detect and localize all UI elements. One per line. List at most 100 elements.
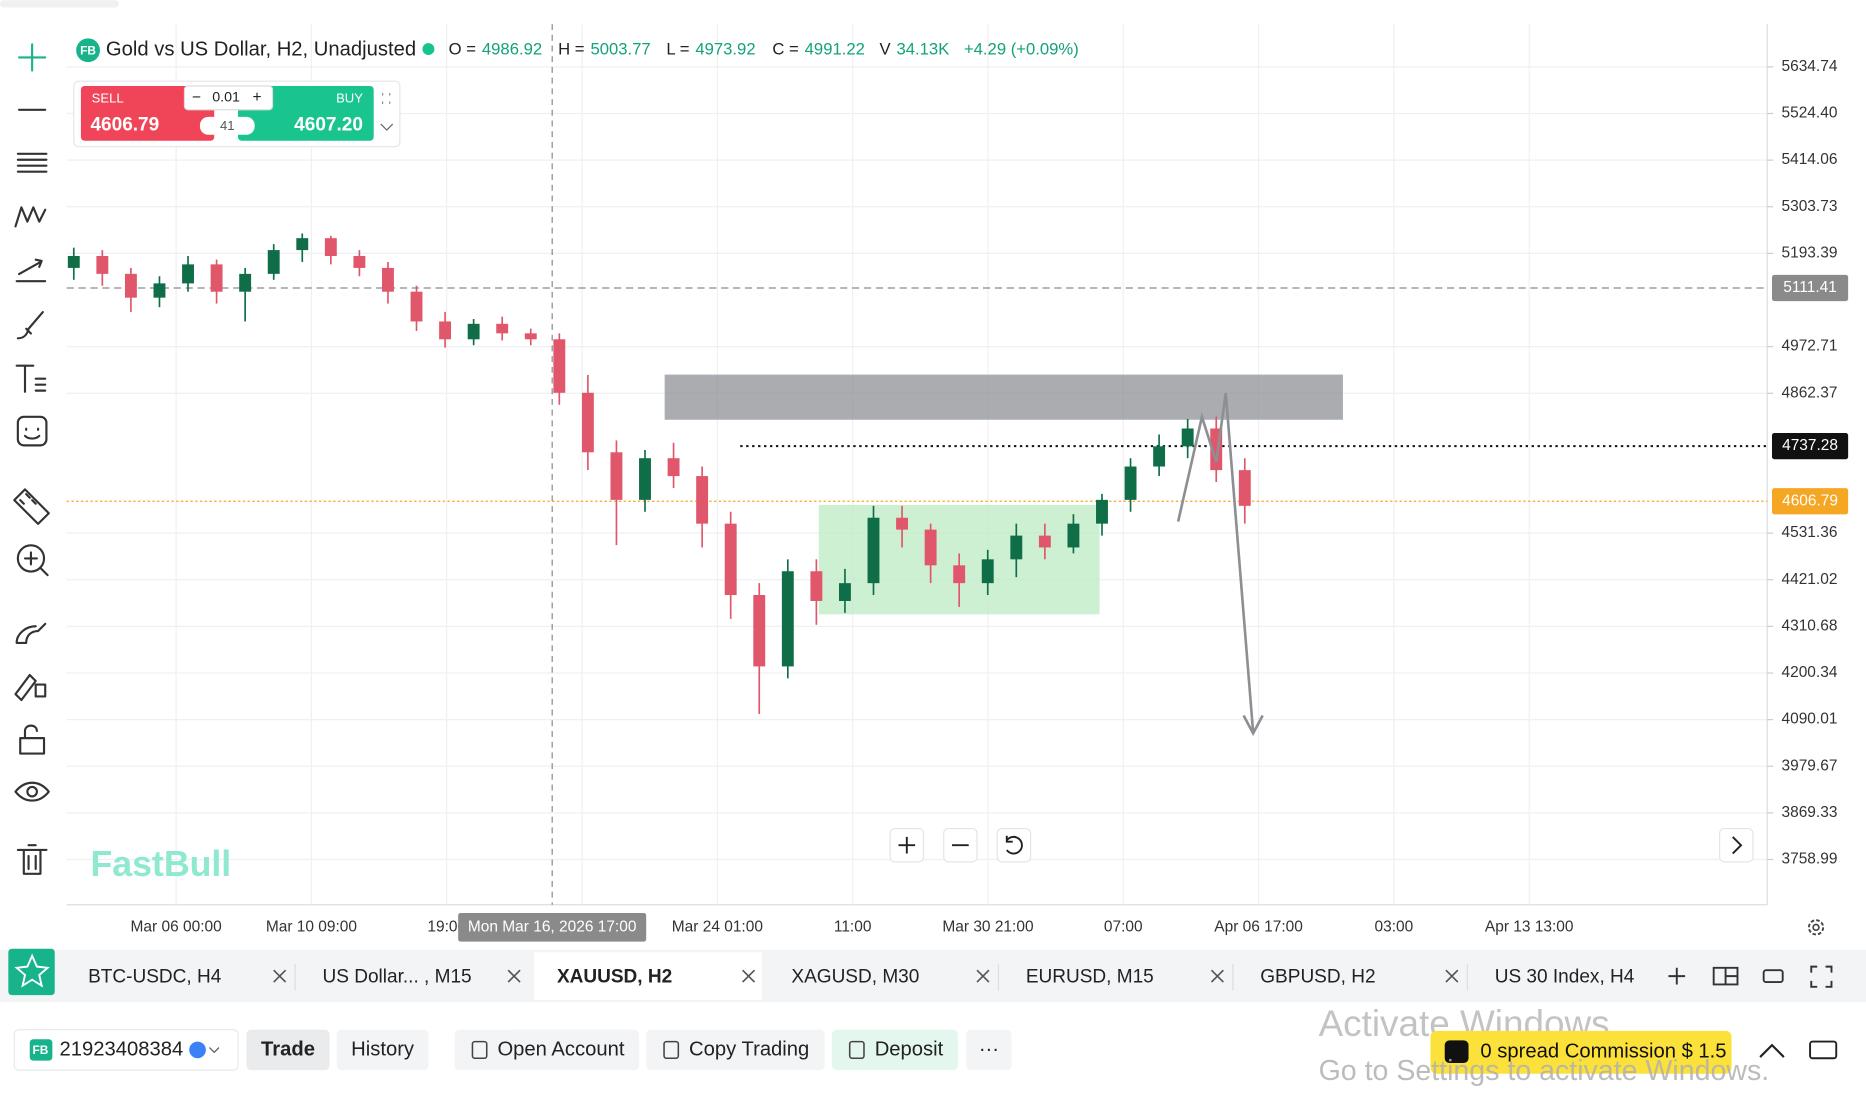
tab-label[interactable]: US 30 Index, H4: [1495, 966, 1635, 987]
candle-body: [467, 323, 480, 340]
widget-collapse[interactable]: [380, 123, 394, 131]
unlock-tool[interactable]: [19, 724, 46, 755]
candle-body: [1096, 499, 1108, 524]
widget-drag[interactable]: [382, 93, 391, 104]
button-label: ···: [979, 1038, 999, 1060]
tab-close[interactable]: [1445, 969, 1459, 983]
layout[interactable]: [1712, 966, 1739, 986]
zoom-in-icon: [898, 836, 916, 854]
candle-body: [610, 452, 623, 500]
tab-label[interactable]: XAGUSD, M30: [791, 966, 919, 987]
ohlc-value: 4991.22: [805, 40, 865, 59]
tab-label[interactable]: US Dollar... , M15: [323, 966, 472, 987]
sell-button[interactable]: [80, 85, 215, 141]
ohlc-label: H =: [558, 40, 584, 59]
candle-body: [1210, 428, 1223, 471]
candle-body: [667, 458, 680, 477]
lot-input[interactable]: [183, 85, 274, 111]
symbol-title[interactable]: Gold vs US Dollar, H2, Unadjusted: [106, 39, 416, 61]
y-tick-label: 4862.37: [1782, 384, 1838, 401]
button[interactable]: [246, 1029, 330, 1071]
ohlc-legend: O = 4986.92 H = 5003.77 L = 4973.92 C = 4991.22…: [449, 40, 950, 59]
add-tab[interactable]: [1668, 967, 1686, 985]
symbol-badge: [76, 38, 100, 63]
candle-body: [210, 264, 223, 292]
resistance-zone[interactable]: [664, 374, 1343, 420]
crosshair-label-box: [458, 913, 647, 942]
ohlc-label: L =: [666, 40, 689, 59]
promo-text: 0 spread Commission $ 1.5: [1480, 1041, 1726, 1063]
tab-close[interactable]: [507, 969, 521, 983]
button[interactable]: [454, 1029, 640, 1071]
x-tick-label: 19:00: [427, 918, 466, 935]
x-tick-label: Mar 10 09:00: [266, 918, 357, 935]
spread: 41: [220, 118, 235, 133]
scroll-right[interactable]: [1719, 827, 1754, 863]
pattern-tool[interactable]: [14, 206, 47, 228]
tab-label[interactable]: EURUSD, M15: [1026, 966, 1154, 987]
settings[interactable]: [1807, 919, 1825, 936]
candle-body: [382, 267, 394, 292]
crosshair-tool[interactable]: [17, 43, 47, 72]
projection-tool[interactable]: [15, 258, 47, 283]
brush-tool[interactable]: [16, 311, 44, 340]
text-tool[interactable]: [15, 364, 47, 393]
price-change: +4.29 (+0.09%): [964, 40, 1079, 59]
lock-draw-tool[interactable]: [14, 673, 47, 702]
delete-tool[interactable]: [16, 844, 48, 875]
lot-size: 0.01: [212, 90, 240, 106]
button[interactable]: [646, 1029, 825, 1071]
fib-tool[interactable]: [16, 152, 48, 173]
tab-close[interactable]: [742, 969, 756, 983]
candle-body: [182, 264, 194, 284]
lot-plus[interactable]: +: [253, 89, 262, 106]
buy-price: 4607.20: [294, 114, 363, 135]
ruler-tool[interactable]: [13, 488, 50, 525]
promo-banner[interactable]: [1430, 1030, 1732, 1074]
candle-body: [524, 333, 537, 340]
tab-bar: [0, 949, 1866, 1003]
tab-label[interactable]: BTC-USDC, H4: [88, 966, 222, 987]
candle-body: [981, 559, 994, 584]
sell-label: SELL: [92, 91, 124, 106]
account-badge-text: FB: [33, 1043, 49, 1057]
grid: [66, 24, 1768, 905]
account-dropdown: [209, 1047, 220, 1054]
magnet-tool[interactable]: [15, 622, 47, 644]
projection-arrow[interactable]: [1176, 392, 1255, 733]
tab-label[interactable]: XAUUSD, H2: [557, 966, 672, 987]
y-tick-label: 4531.36: [1782, 524, 1838, 541]
visibility-tool[interactable]: [14, 781, 50, 802]
single-layout[interactable]: [1762, 969, 1784, 984]
crosshair-label: Mon Mar 16, 2026 17:00: [468, 918, 637, 935]
ohlc-value: 4973.92: [695, 40, 755, 59]
candle-body: [410, 291, 423, 322]
panel-toggle[interactable]: [1809, 1040, 1838, 1060]
tab-close[interactable]: [273, 969, 287, 983]
reset[interactable]: [996, 827, 1032, 863]
zoom-tool[interactable]: [16, 544, 46, 573]
verified: [189, 1041, 206, 1059]
button[interactable]: [336, 1029, 429, 1071]
x-tick-label: 11:00: [834, 918, 872, 935]
favorites[interactable]: [8, 948, 55, 996]
tab-close[interactable]: [976, 969, 990, 983]
emoji-tool[interactable]: [16, 415, 48, 447]
expand-panel[interactable]: [1759, 1043, 1785, 1058]
watermark-logo: FastBull: [90, 844, 231, 884]
button[interactable]: [966, 1029, 1012, 1071]
price-axis: 5634.74 5524.40 5414.06 5303.73 5193.39 4972.…: [1767, 58, 1849, 868]
x-tick-label: Mar 06 00:00: [131, 918, 222, 935]
button[interactable]: [831, 1029, 958, 1071]
y-tick-label: 5193.39: [1782, 244, 1838, 261]
tabs: BTC-USDC, H4 US Dollar... , M15 XAUUSD, H2…: [88, 952, 1635, 1000]
fullscreen[interactable]: [1810, 965, 1833, 988]
candle-body: [581, 392, 594, 453]
lot-minus[interactable]: −: [192, 89, 201, 106]
tab-close[interactable]: [1210, 969, 1224, 983]
account-selector[interactable]: [13, 1029, 239, 1071]
price-tag-label: 4737.28: [1782, 437, 1838, 454]
tab-label[interactable]: GBPUSD, H2: [1260, 966, 1375, 987]
y-tick-label: 3979.67: [1782, 757, 1838, 774]
